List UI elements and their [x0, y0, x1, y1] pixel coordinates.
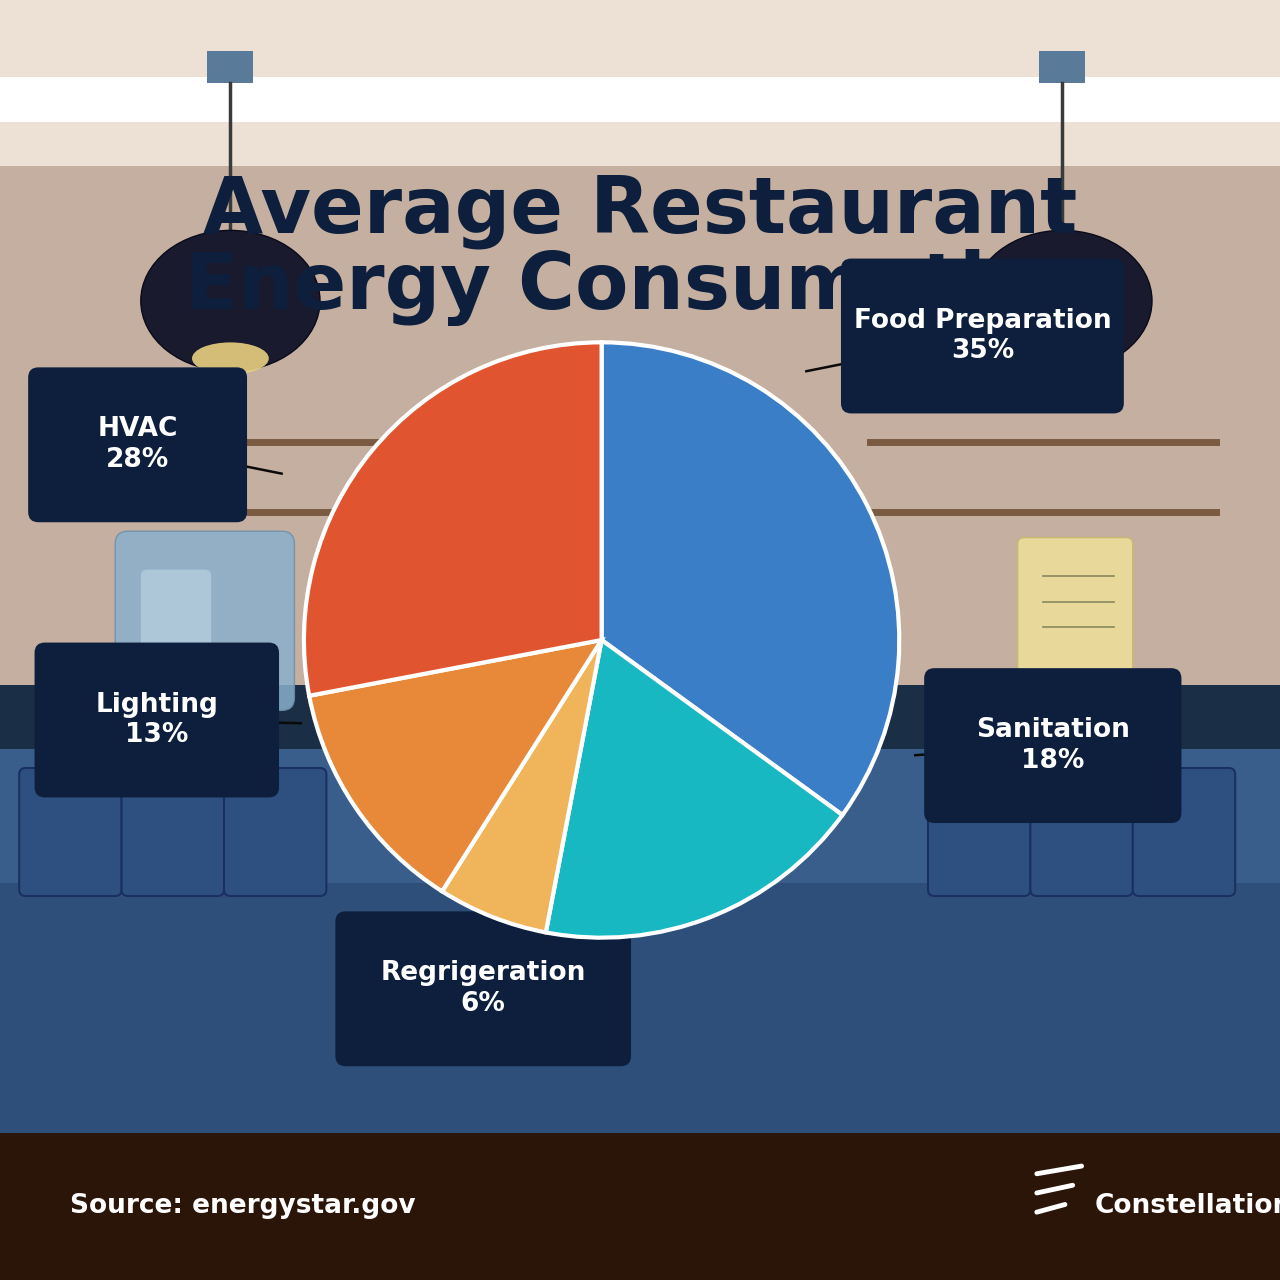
FancyBboxPatch shape [0, 122, 1280, 166]
FancyBboxPatch shape [0, 128, 1280, 730]
Ellipse shape [1024, 343, 1101, 374]
FancyBboxPatch shape [115, 531, 294, 710]
Ellipse shape [973, 230, 1152, 371]
Text: Lighting
13%: Lighting 13% [96, 691, 218, 749]
FancyBboxPatch shape [1030, 768, 1133, 896]
Ellipse shape [141, 230, 320, 371]
FancyBboxPatch shape [1018, 538, 1133, 704]
FancyBboxPatch shape [0, 77, 1280, 122]
Wedge shape [310, 640, 602, 891]
Wedge shape [442, 640, 602, 932]
FancyBboxPatch shape [1039, 51, 1085, 83]
Text: Sanitation
18%: Sanitation 18% [975, 717, 1130, 774]
FancyBboxPatch shape [35, 643, 279, 797]
FancyBboxPatch shape [141, 570, 211, 685]
FancyBboxPatch shape [924, 668, 1181, 823]
FancyBboxPatch shape [0, 685, 1280, 762]
FancyBboxPatch shape [19, 768, 122, 896]
FancyBboxPatch shape [922, 685, 1280, 717]
FancyBboxPatch shape [841, 259, 1124, 413]
Text: HVAC
28%: HVAC 28% [97, 416, 178, 474]
Text: Regrigeration
6%: Regrigeration 6% [380, 960, 586, 1018]
Wedge shape [303, 342, 602, 696]
FancyBboxPatch shape [335, 911, 631, 1066]
FancyBboxPatch shape [0, 749, 1280, 896]
Ellipse shape [192, 343, 269, 374]
Text: Food Preparation
35%: Food Preparation 35% [854, 307, 1111, 365]
Wedge shape [545, 640, 842, 938]
FancyBboxPatch shape [1133, 768, 1235, 896]
Text: Energy Consumption: Energy Consumption [186, 250, 1094, 326]
FancyBboxPatch shape [28, 367, 247, 522]
FancyBboxPatch shape [224, 768, 326, 896]
FancyBboxPatch shape [0, 685, 358, 717]
FancyBboxPatch shape [207, 51, 253, 83]
FancyBboxPatch shape [928, 768, 1030, 896]
Text: Source: energystar.gov: Source: energystar.gov [70, 1193, 416, 1219]
FancyBboxPatch shape [122, 768, 224, 896]
FancyBboxPatch shape [0, 883, 1280, 1152]
FancyBboxPatch shape [0, 1133, 1280, 1280]
Wedge shape [602, 342, 900, 815]
Text: Average Restaurant: Average Restaurant [202, 173, 1078, 250]
Text: Constellation.: Constellation. [1094, 1193, 1280, 1219]
